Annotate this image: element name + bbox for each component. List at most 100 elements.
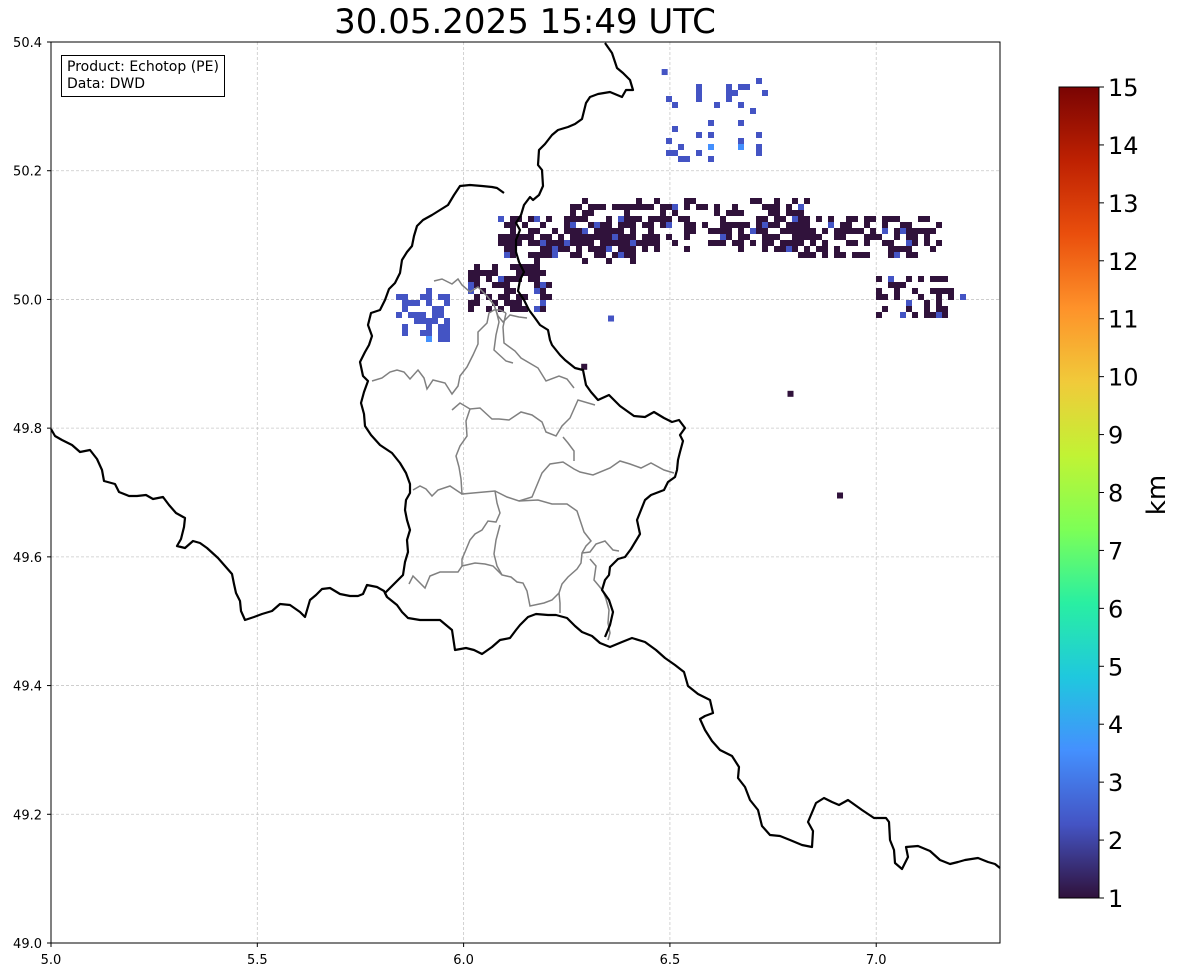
echo-pixel (930, 312, 936, 318)
echo-pixel (504, 252, 510, 258)
echo-pixel (750, 108, 756, 114)
echo-pixel (588, 240, 594, 246)
echo-pixel (570, 204, 576, 210)
echo-pixel (690, 222, 696, 228)
echo-pixel (726, 84, 732, 90)
echo-pixel (600, 252, 606, 258)
echo-pixel (882, 306, 888, 312)
echo-pixel (564, 246, 570, 252)
echo-pixel (594, 252, 600, 258)
echo-pixel (588, 204, 594, 210)
echo-pixel (744, 84, 750, 90)
echo-pixel (894, 288, 900, 294)
echo-pixel (581, 363, 588, 370)
echo-pixel (774, 210, 780, 216)
echo-pixel (498, 216, 504, 222)
echo-pixel (870, 216, 876, 222)
echo-pixel (438, 336, 444, 342)
echo-pixel (672, 240, 678, 246)
district-border (408, 490, 501, 590)
echo-pixel (636, 240, 642, 246)
district-border (518, 499, 592, 594)
echo-pixel (666, 222, 672, 228)
echo-pixel (570, 234, 576, 240)
echo-pixel (930, 276, 936, 282)
echo-pixel (540, 222, 546, 228)
echo-pixel (942, 276, 948, 282)
echo-pixel (732, 90, 738, 96)
echo-pixel (438, 312, 444, 318)
district-border (589, 558, 611, 641)
echo-pixel (474, 300, 480, 306)
echo-pixel (540, 306, 546, 312)
echo-pixel (426, 300, 432, 306)
echo-pixel (816, 234, 822, 240)
echo-pixel (498, 294, 504, 300)
echo-pixel (618, 240, 624, 246)
echo-pixel (402, 294, 408, 300)
echo-pixel (660, 204, 666, 210)
echo-pixel (846, 240, 852, 246)
echo-pixel (504, 234, 510, 240)
echo-pixel (837, 492, 844, 499)
echo-pixel (504, 288, 510, 294)
echo-pixel (828, 222, 834, 228)
echo-pixel (576, 240, 582, 246)
echo-pixel (924, 228, 930, 234)
echo-pixel (396, 294, 402, 300)
echo-pixel (618, 216, 624, 222)
echo-pixel (768, 222, 774, 228)
echo-pixel (600, 204, 606, 210)
echo-pixel (432, 306, 438, 312)
echo-pixel (444, 300, 450, 306)
echo-pixel (738, 210, 744, 216)
echo-pixel (534, 240, 540, 246)
echo-pixel (504, 240, 510, 246)
echo-pixel (612, 240, 618, 246)
echo-pixel (894, 216, 900, 222)
echo-pixel (702, 222, 708, 228)
echo-pixel (594, 228, 600, 234)
echo-pixel (630, 216, 636, 222)
echo-pixel (684, 198, 690, 204)
echo-pixel (426, 330, 432, 336)
echo-pixel (792, 228, 798, 234)
echo-pixel (672, 126, 678, 132)
echo-pixel (420, 294, 426, 300)
echo-pixel (606, 240, 612, 246)
echo-pixel (726, 210, 732, 216)
echo-pixel (732, 240, 738, 246)
echo-pixel (588, 222, 594, 228)
echo-pixel (438, 330, 444, 336)
echo-pixel (756, 228, 762, 234)
echo-pixel (756, 216, 762, 222)
echo-pixel (762, 228, 768, 234)
echo-pixel (528, 264, 534, 270)
echo-pixel (618, 222, 624, 228)
echo-pixel (612, 252, 618, 258)
echo-pixel (732, 210, 738, 216)
echo-pixel (942, 288, 948, 294)
echo-pixel (840, 252, 846, 258)
echo-pixel (810, 234, 816, 240)
echo-pixel (906, 234, 912, 240)
echo-pixel (474, 270, 480, 276)
echo-pixel (576, 246, 582, 252)
echo-pixel (606, 246, 612, 252)
echo-pixel (720, 222, 726, 228)
echo-pixel (474, 276, 480, 282)
echo-pixel (654, 246, 660, 252)
echo-pixel (534, 306, 540, 312)
echo-pixel (924, 234, 930, 240)
echo-pixel (840, 234, 846, 240)
echo-pixel (624, 222, 630, 228)
echo-pixel (528, 252, 534, 258)
echo-pixel (738, 246, 744, 252)
echo-pixel (582, 216, 588, 222)
echo-pixel (570, 228, 576, 234)
echo-pixel (624, 210, 630, 216)
echo-pixel (864, 252, 870, 258)
echo-pixel (576, 252, 582, 258)
echo-pixel (510, 300, 516, 306)
echo-pixel (540, 300, 546, 306)
